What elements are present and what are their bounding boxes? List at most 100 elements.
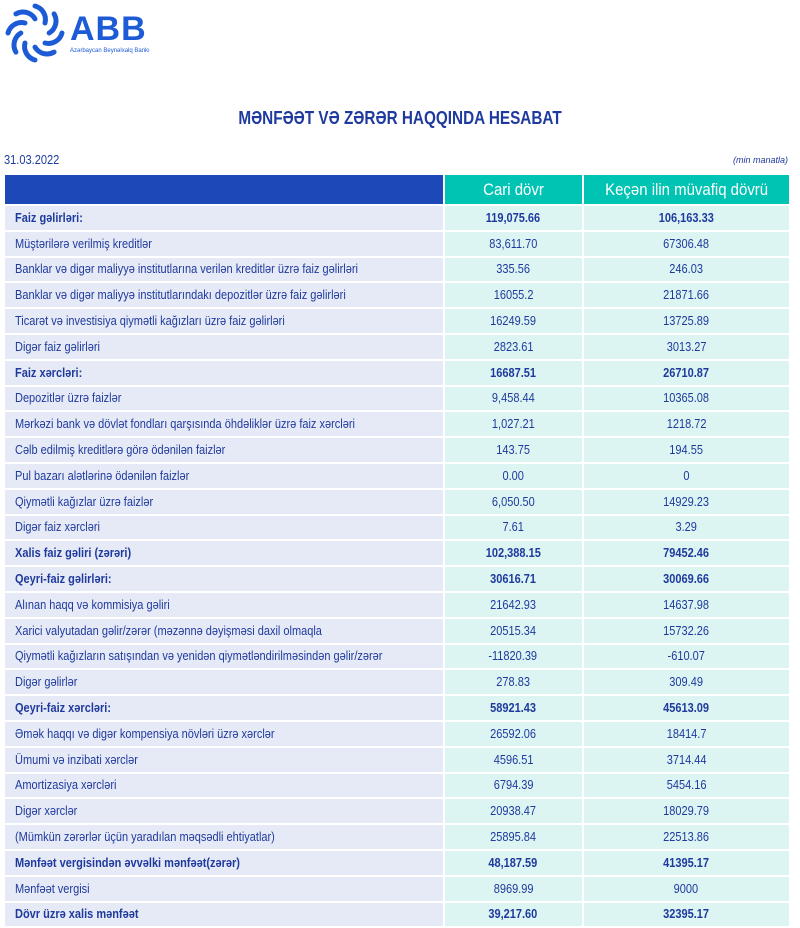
abb-swirl-icon: [5, 3, 65, 63]
table-row: Depozitlər üzrə faizlər 9,458.44 10365.08: [5, 386, 789, 411]
row-label: Xalis faiz gəliri (zərəri): [5, 541, 443, 566]
row-label: Ümumi və inzibati xərclər: [5, 747, 443, 772]
current-value: 0.00: [444, 463, 582, 488]
table-row: Alınan haqq və kommisiya gəliri 21642.93 1…: [5, 592, 789, 617]
previous-value: 246.03: [583, 257, 789, 282]
current-value: 30616.71: [444, 567, 582, 591]
income-statement-table: Cari dövr Keçən ilin müvafiq dövrü Faiz …: [3, 173, 791, 928]
previous-value: 5454.16: [583, 773, 789, 798]
row-label: Banklar və digər maliyyə institutlarında…: [5, 283, 443, 308]
unit-note: (min manatla): [732, 155, 788, 165]
table-row: Faiz xərcləri: 16687.51 26710.87: [5, 360, 789, 385]
previous-value: -610.07: [583, 644, 789, 669]
previous-value: 194.55: [583, 438, 789, 462]
row-label: Amortizasiya xərcləri: [5, 773, 443, 798]
table-row: Digər faiz xərcləri 7.61 3.29: [5, 515, 789, 540]
previous-value: 79452.46: [583, 541, 789, 566]
row-label: Cəlb edilmiş kreditlərə görə ödənilən fa…: [5, 438, 443, 462]
current-value: -11820.39: [444, 644, 582, 669]
previous-value: 21871.66: [583, 283, 789, 308]
table-row: Qeyri-faiz xərcləri: 58921.43 45613.09: [5, 696, 789, 720]
current-value: 26592.06: [444, 721, 582, 746]
table-row: Banklar və digər maliyyə institutlarına …: [5, 257, 789, 282]
previous-value: 13725.89: [583, 309, 789, 333]
previous-value: 3714.44: [583, 747, 789, 772]
current-value: 16249.59: [444, 309, 582, 333]
table-row: Xalis faiz gəliri (zərəri) 102,388.15 7945…: [5, 541, 789, 566]
previous-value: 15732.26: [583, 618, 789, 643]
row-label: Digər faiz xərcləri: [5, 515, 443, 540]
row-label: Banklar və digər maliyyə institutlarına …: [5, 257, 443, 282]
row-label: Mərkəzi bank və dövlət fondları qarşısın…: [5, 412, 443, 437]
header-current: Cari dövr: [444, 175, 582, 204]
row-label: Pul bazarı alətlərinə ödənilən faizlər: [5, 463, 443, 488]
row-label: Qiymətli kağızların satışından və yenidə…: [5, 644, 443, 669]
row-label: Qeyri-faiz xərcləri:: [5, 696, 443, 720]
current-value: 58921.43: [444, 696, 582, 720]
table-row: Qiymətli kağızlar üzrə faizlər 6,050.50 14…: [5, 489, 789, 514]
current-value: 4596.51: [444, 747, 582, 772]
row-label: Əmək haqqı və digər kompensiya növləri ü…: [5, 721, 443, 746]
current-value: 1,027.21: [444, 412, 582, 437]
previous-value: 22513.86: [583, 825, 789, 849]
row-label: Digər faiz gəlirləri: [5, 334, 443, 359]
current-value: 8969.99: [444, 876, 582, 901]
previous-value: 0: [583, 463, 789, 488]
current-value: 48,187.59: [444, 850, 582, 875]
previous-value: 14637.98: [583, 592, 789, 617]
previous-value: 30069.66: [583, 567, 789, 591]
row-label: Xarici valyutadan gəlir/zərər (məzənnə d…: [5, 618, 443, 643]
current-value: 7.61: [444, 515, 582, 540]
row-label: Dövr üzrə xalis mənfəət: [5, 902, 443, 927]
current-value: 20938.47: [444, 799, 582, 824]
table-row: (Mümkün zərərlər üçün yaradılan məqsədli…: [5, 825, 789, 849]
header-label: [5, 175, 443, 204]
previous-value: 9000: [583, 876, 789, 901]
table-row: Digər faiz gəlirləri 2823.61 3013.27: [5, 334, 789, 359]
previous-value: 32395.17: [583, 902, 789, 927]
previous-value: 3013.27: [583, 334, 789, 359]
abb-logo: ABB Azərbaycan Beynəlxalq Bankı: [4, 2, 150, 64]
row-label: Mənfəət vergisindən əvvəlki mənfəət(zərə…: [5, 850, 443, 875]
current-value: 9,458.44: [444, 386, 582, 411]
table-row: Xarici valyutadan gəlir/zərər (məzənnə d…: [5, 618, 789, 643]
row-label: Faiz xərcləri:: [5, 360, 443, 385]
table-row: Əmək haqqı və digər kompensiya növləri ü…: [5, 721, 789, 746]
current-value: 2823.61: [444, 334, 582, 359]
current-value: 21642.93: [444, 592, 582, 617]
previous-value: 18414.7: [583, 721, 789, 746]
previous-value: 309.49: [583, 670, 789, 695]
current-value: 39,217.60: [444, 902, 582, 927]
current-value: 20515.34: [444, 618, 582, 643]
row-label: Alınan haqq və kommisiya gəliri: [5, 592, 443, 617]
row-label: Mənfəət vergisi: [5, 876, 443, 901]
previous-value: 106,163.33: [583, 206, 789, 230]
row-label: Digər xərclər: [5, 799, 443, 824]
table-row: Amortizasiya xərcləri 6794.39 5454.16: [5, 773, 789, 798]
row-label: Qiymətli kağızlar üzrə faizlər: [5, 489, 443, 514]
current-value: 16055.2: [444, 283, 582, 308]
previous-value: 14929.23: [583, 489, 789, 514]
row-label: Ticarət və investisiya qiymətli kağızlar…: [5, 309, 443, 333]
table-row: Pul bazarı alətlərinə ödənilən faizlər 0.…: [5, 463, 789, 488]
row-label: Faiz gəlirləri:: [5, 206, 443, 230]
previous-value: 18029.79: [583, 799, 789, 824]
current-value: 83,611.70: [444, 231, 582, 256]
previous-value: 41395.17: [583, 850, 789, 875]
current-value: 16687.51: [444, 360, 582, 385]
current-value: 119,075.66: [444, 206, 582, 230]
row-label: Digər gəlirlər: [5, 670, 443, 695]
table-row: Cəlb edilmiş kreditlərə görə ödənilən fa…: [5, 438, 789, 462]
logo-subtitle: Azərbaycan Beynəlxalq Bankı: [70, 48, 150, 54]
table-row: Mənfəət vergisi 8969.99 9000: [5, 876, 789, 901]
report-date: 31.03.2022: [4, 152, 60, 167]
table-row: Banklar və digər maliyyə institutlarında…: [5, 283, 789, 308]
table-row: Mərkəzi bank və dövlət fondları qarşısın…: [5, 412, 789, 437]
table-row: Qeyri-faiz gəlirləri: 30616.71 30069.66: [5, 567, 789, 591]
logo-name: ABB: [70, 10, 147, 48]
current-value: 6794.39: [444, 773, 582, 798]
row-label: Depozitlər üzrə faizlər: [5, 386, 443, 411]
current-value: 25895.84: [444, 825, 582, 849]
row-label: Qeyri-faiz gəlirləri:: [5, 567, 443, 591]
previous-value: 1218.72: [583, 412, 789, 437]
